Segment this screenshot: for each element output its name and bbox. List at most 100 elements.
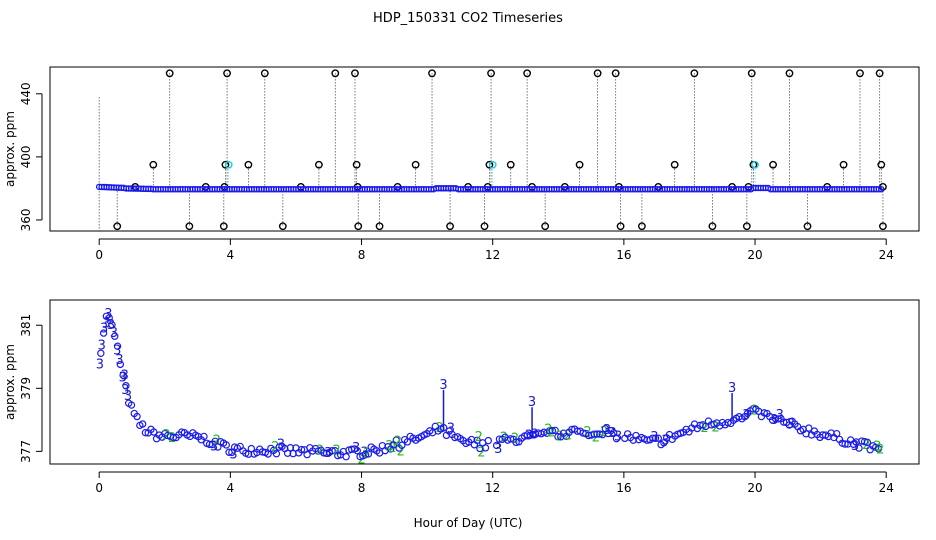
p2-x-tick-label: 4 [227, 481, 235, 495]
panel-bottom-y-axis: 377 379 381 [19, 314, 43, 463]
p2-code2-marker: 2 [876, 442, 884, 457]
panel-top-y-label: approx. ppm [3, 111, 17, 187]
p1-outlier-low-point [354, 222, 363, 231]
p1-outlier-high-point [875, 69, 884, 78]
p2-data-point [590, 430, 598, 438]
p1-outlier-mid-point [411, 160, 420, 169]
p2-data-point [119, 371, 127, 379]
p1-outlier-high-point [747, 69, 756, 78]
p1-outlier-mid-point [839, 160, 848, 169]
p2-data-point [654, 434, 663, 442]
p2-code3-marker: 3 [121, 368, 129, 383]
p1-y-tick-label: 360 [19, 209, 33, 232]
p2-data-point [200, 432, 208, 441]
p2-data-point [863, 438, 872, 447]
p1-outlier-high-point [487, 69, 495, 78]
p1-outlier-mid-point [769, 160, 777, 169]
p2-code3-marker: 3 [530, 428, 538, 443]
panel-top-x-axis: 0 4 8 12 16 20 24 [95, 238, 894, 262]
p2-code2-marker: 2 [700, 421, 708, 436]
p2-data-point [105, 314, 113, 322]
p1-outlier-mid-point [670, 160, 679, 169]
p2-data-point [211, 437, 219, 446]
p1-outlier-high-point [856, 69, 864, 78]
p2-data-point [512, 438, 520, 447]
p1-x-tick-label: 8 [358, 248, 366, 262]
p1-outlier-high-point [223, 69, 231, 78]
p2-code2-marker: 2 [271, 440, 279, 455]
p1-baseline-point [875, 185, 883, 193]
p2-data-point [108, 321, 116, 329]
p1-y-tick-label: 400 [19, 145, 33, 168]
p1-outlier-low-point [375, 222, 384, 231]
p1-outlier-mid-point [352, 160, 361, 169]
p2-data-point [774, 415, 782, 423]
p2-data-point [523, 431, 531, 439]
p2-data-point [205, 440, 214, 449]
p2-code2-marker: 2 [363, 446, 371, 461]
p2-data-point [328, 446, 336, 455]
p2-data-point [150, 428, 158, 436]
p2-code3-marker: 3 [494, 442, 502, 457]
p2-code2-marker: 2 [477, 445, 485, 460]
p2-data-point [222, 441, 230, 449]
p2-y-tick-label: 381 [19, 314, 33, 337]
p2-early-marker: 3 [107, 318, 115, 333]
p2-spike-label: 3 [528, 395, 536, 410]
p2-code3-marker: 3 [360, 445, 368, 460]
p2-data-point [244, 450, 253, 458]
p2-code2-marker: 2 [873, 439, 881, 454]
p2-data-point [841, 440, 849, 448]
p2-data-point [506, 435, 515, 443]
p1-outlier-mid-point [877, 160, 886, 169]
p2-data-point [484, 436, 492, 445]
p2-early-marker: 3 [113, 343, 121, 358]
p2-x-tick-label: 0 [95, 481, 103, 495]
p1-x-tick-label: 0 [95, 248, 103, 262]
p2-x-tick-label: 8 [358, 481, 366, 495]
p2-data-point [99, 329, 108, 337]
p1-x-tick-label: 16 [616, 248, 631, 262]
p1-outlier-low-point [638, 222, 646, 231]
p2-data-point [364, 450, 373, 458]
p2-data-point [116, 360, 125, 369]
p1-x-tick-label: 12 [485, 248, 500, 262]
p1-outlier-low-point [541, 222, 550, 231]
p2-code2-marker: 2 [555, 429, 563, 444]
p1-outlier-low-point [113, 222, 122, 231]
p2-code2-marker: 2 [316, 444, 324, 459]
p2-data-point [138, 420, 147, 428]
p2-code2-marker: 2 [475, 430, 483, 445]
panel-bottom-y-label: approx. ppm [3, 344, 17, 420]
p2-data-point [342, 453, 350, 461]
p1-outlier-low-point [219, 222, 228, 231]
p2-data-point [122, 382, 130, 390]
p2-code2-marker: 2 [712, 421, 720, 436]
p2-y-tick-label: 377 [19, 440, 33, 463]
p1-outlier-low-point [616, 222, 625, 231]
p1-outlier-mid-point [506, 160, 515, 169]
p2-code2-marker: 2 [500, 431, 508, 446]
p2-data-point [439, 424, 448, 432]
p2-data-point [286, 444, 295, 452]
panel-bottom-x-axis: 0 4 8 12 16 20 24 [95, 471, 894, 495]
p2-data-point [596, 430, 604, 438]
p2-code2-marker: 2 [600, 425, 608, 440]
p2-early-marker: 3 [102, 317, 110, 332]
p1-flagged-point [751, 160, 759, 169]
p2-code2-marker: 2 [332, 443, 340, 458]
p1-x-tick-label: 4 [227, 248, 235, 262]
p2-data-point [612, 434, 621, 443]
p2-code3-marker: 3 [650, 430, 658, 445]
p1-outlier-mid-point [221, 160, 230, 169]
p2-code3-marker: 3 [851, 439, 859, 454]
p2-data-point [551, 426, 559, 435]
p2-early-marker: 3 [98, 339, 106, 354]
p2-data-point [548, 427, 557, 435]
panel-top: 0 4 8 12 16 20 24 360 400 440 approx. ppm [3, 66, 920, 262]
p2-x-tick-label: 20 [747, 481, 762, 495]
p2-data-point [111, 332, 119, 340]
p2-data-point [780, 418, 788, 426]
p1-outlier-low-point [708, 222, 717, 231]
